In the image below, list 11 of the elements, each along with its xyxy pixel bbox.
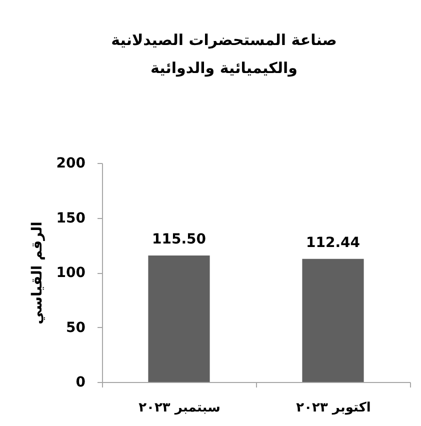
data-label: 112.44	[306, 234, 360, 251]
y-tick-label: 150	[56, 210, 86, 226]
y-tick-label: 0	[76, 374, 86, 390]
y-tick-label: 50	[66, 320, 86, 336]
y-tick-label: 200	[56, 156, 86, 172]
data-label: 115.50	[152, 232, 206, 248]
y-tick-label: 100	[56, 265, 86, 281]
x-tick-label: اكتوبر ٢٠٢٣	[296, 400, 371, 416]
y-axis-title: الرقم القياسي	[29, 222, 46, 324]
chart-title: صناعة المستحضرات الصيدلانية والكيميائية والدوائية	[111, 31, 337, 77]
x-tick-label: سبتمبر ٢٠٢٣	[138, 400, 220, 416]
